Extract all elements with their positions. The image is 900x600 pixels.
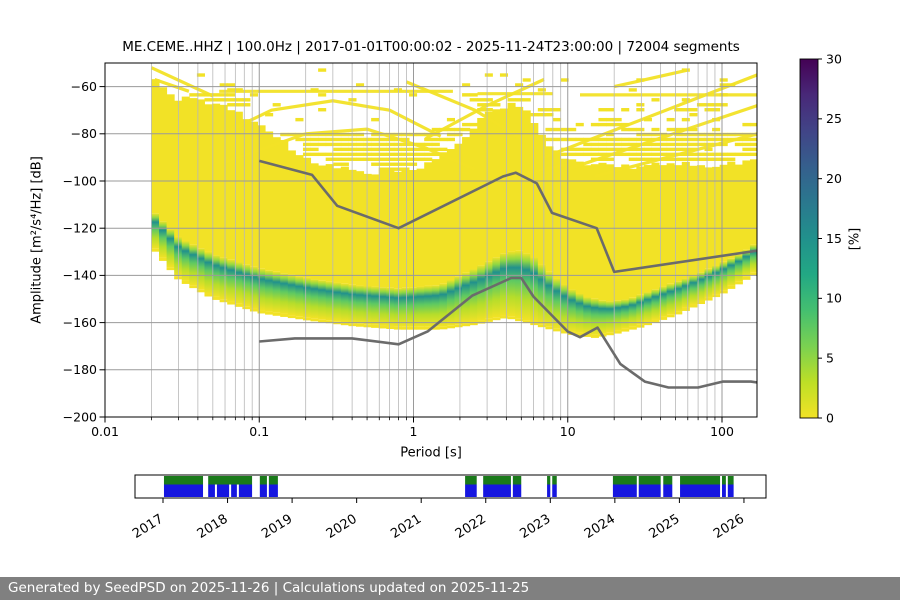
svg-text:−60: −60 [71, 79, 97, 94]
timeline-segment-green [163, 476, 204, 485]
timeline-segment-blue [465, 484, 477, 497]
timeline-year-label: 2018 [195, 512, 231, 542]
timeline-segment-blue [268, 484, 278, 497]
timeline-segment-blue [259, 484, 267, 497]
timeline-segment-blue [612, 484, 637, 497]
nhnm-curve [258, 159, 757, 274]
timeline-segment-blue [722, 484, 726, 497]
svg-text:20: 20 [826, 171, 842, 186]
timeline-segment-green [465, 476, 477, 485]
timeline-segment-green [680, 476, 721, 485]
timeline-segment-blue [163, 484, 204, 497]
footer-bar: Generated by SeedPSD on 2025-11-26 | Cal… [0, 577, 900, 600]
timeline-year-label: 2020 [324, 512, 360, 542]
timeline-year-label: 2025 [647, 512, 683, 542]
timeline-segment-green [727, 476, 734, 485]
footer-text: Generated by SeedPSD on 2025-11-26 | Cal… [8, 580, 530, 596]
colorbar: 0 5 10 15 20 25 30 [799, 51, 842, 425]
timeline-segment-blue [663, 484, 673, 497]
timeline-segment-blue [727, 484, 734, 497]
timeline-year-label: 2021 [388, 512, 424, 542]
timeline-segment-green [547, 476, 551, 485]
nlnm-curve [259, 276, 757, 389]
timeline-segment-green [638, 476, 661, 485]
timeline-year-label: 2023 [517, 512, 553, 542]
svg-text:−140: −140 [63, 268, 97, 283]
timeline-segment-green [722, 476, 726, 485]
svg-text:−160: −160 [63, 315, 97, 330]
timeline-segment-green [512, 476, 522, 485]
svg-text:0: 0 [826, 410, 834, 425]
timeline-year-label: 2017 [130, 512, 166, 542]
timeline-segment-blue [483, 484, 511, 497]
timeline-segment-green [663, 476, 673, 485]
svg-text:−200: −200 [63, 409, 97, 424]
svg-text:5: 5 [826, 350, 834, 365]
timeline-segment-blue [547, 484, 551, 497]
timeline-segment-blue [512, 484, 522, 497]
timeline-year-label: 2022 [453, 512, 489, 542]
timeline-segment-blue [552, 484, 557, 497]
svg-text:25: 25 [826, 111, 842, 126]
timeline-segment-green [268, 476, 278, 485]
psd-speckles [189, 68, 757, 171]
svg-text:−80: −80 [71, 126, 97, 141]
x-axis-label: Period [s] [400, 445, 462, 461]
timeline-year-label: 2019 [259, 512, 295, 542]
svg-text:10: 10 [560, 424, 576, 439]
plot-axes: 0.01 0.1 1 10 100 −60 −80 −100 −120 −140 −160 −180 −… [63, 62, 758, 439]
timeline-year-label: 2026 [711, 512, 747, 542]
svg-text:100: 100 [710, 424, 734, 439]
svg-text:−100: −100 [63, 173, 97, 188]
timeline-segment-green [612, 476, 637, 485]
svg-text:−120: −120 [63, 221, 97, 236]
timeline-segment-green [208, 476, 253, 485]
svg-text:0.1: 0.1 [249, 424, 269, 439]
svg-text:30: 30 [826, 51, 842, 66]
svg-text:1: 1 [410, 424, 418, 439]
timeline-segment-blue [638, 484, 661, 497]
svg-text:10: 10 [826, 291, 842, 306]
svg-text:15: 15 [826, 231, 842, 246]
timeline-year-label: 2024 [582, 512, 618, 542]
svg-text:−180: −180 [63, 362, 97, 377]
timeline: 2017 2018 2019 2020 2021 2022 2023 2024 2025 2026 [130, 474, 767, 542]
plot-title: ME.CEME..HHZ | 100.0Hz | 2017-01-01T00:0… [122, 39, 740, 55]
timeline-segment-green [259, 476, 267, 485]
timeline-segment-green [552, 476, 557, 485]
timeline-segment-green [483, 476, 511, 485]
svg-text:0.01: 0.01 [91, 424, 119, 439]
timeline-segment-blue [680, 484, 721, 497]
